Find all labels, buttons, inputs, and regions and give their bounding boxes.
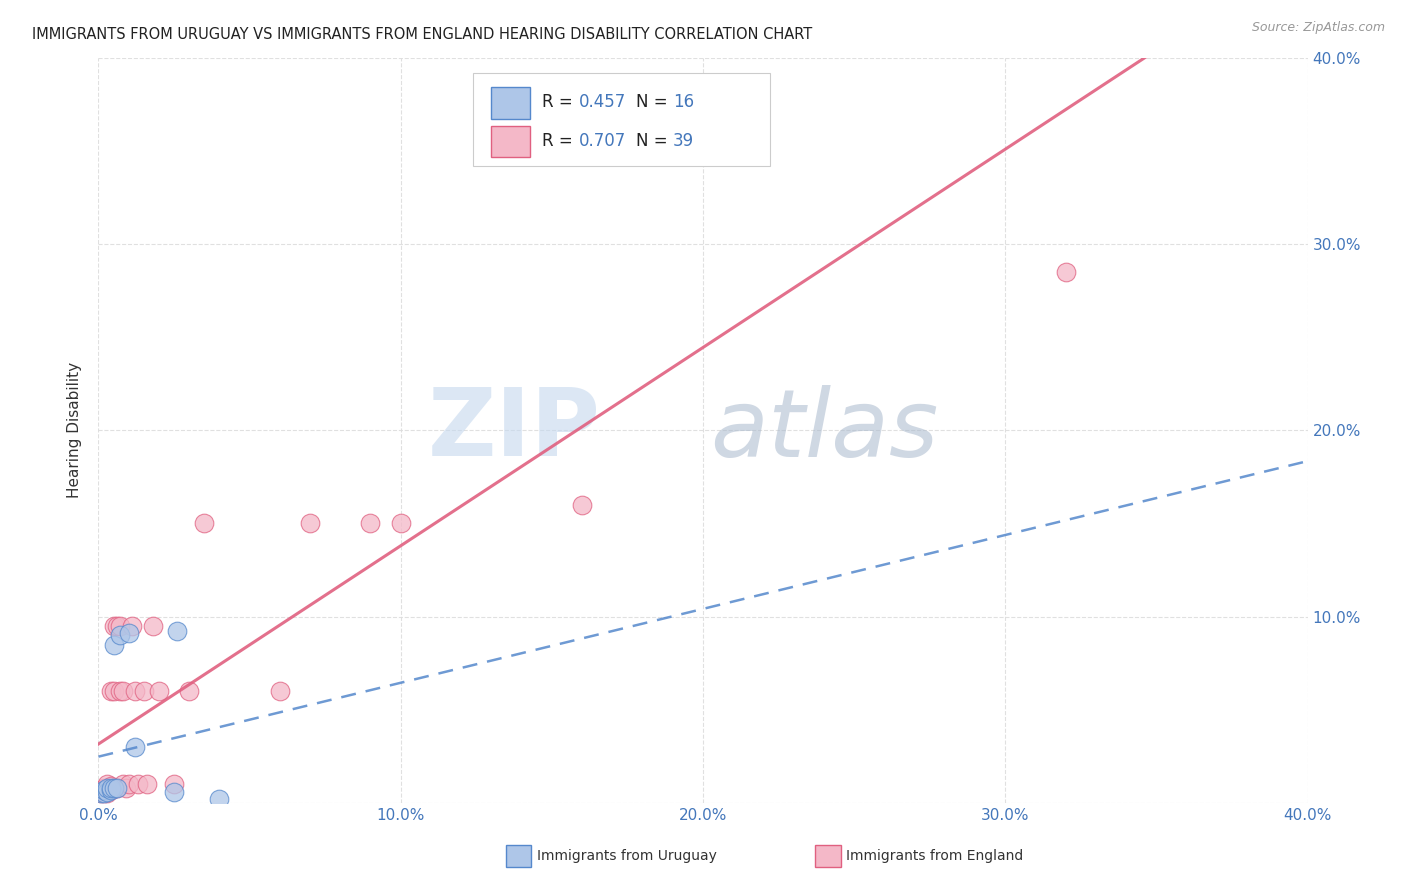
Point [108,619,131,633]
Point [96,782,118,797]
Point [193,516,215,531]
Text: 39: 39 [672,132,695,150]
Point [127,777,149,791]
Point [148,684,170,698]
Point [100,684,122,698]
Point [90,782,112,797]
Point [90,787,112,801]
Point [299,516,322,531]
Text: N =: N = [637,132,673,150]
Point [124,684,146,698]
Point [124,739,146,754]
Text: 16: 16 [672,94,695,112]
Point [103,684,125,698]
Point [90,787,112,801]
Text: IMMIGRANTS FROM URUGUAY VS IMMIGRANTS FROM ENGLAND HEARING DISABILITY CORRELATIO: IMMIGRANTS FROM URUGUAY VS IMMIGRANTS FR… [32,27,813,42]
Point [93,787,115,801]
Point [179,684,201,698]
Point [96,777,118,791]
Point [93,780,115,795]
Text: R =: R = [543,132,578,150]
Point [269,684,291,698]
Point [118,777,141,791]
Text: 0.457: 0.457 [578,94,626,112]
Point [121,619,143,633]
Point [103,638,125,652]
Point [105,780,128,795]
Point [100,782,122,797]
Text: ZIP: ZIP [427,384,600,476]
Point [163,777,186,791]
Text: atlas: atlas [710,384,938,476]
Point [208,792,231,806]
Point [163,784,186,798]
Point [389,516,412,531]
Point [105,619,128,633]
Point [111,684,134,698]
Text: R =: R = [543,94,578,112]
Text: Source: ZipAtlas.com: Source: ZipAtlas.com [1251,21,1385,35]
Point [132,684,155,698]
Text: Immigrants from Uruguay: Immigrants from Uruguay [537,849,717,863]
Point [103,780,125,795]
Point [166,624,188,639]
Point [93,784,115,798]
Point [602,88,624,103]
Point [100,782,122,797]
Point [96,784,118,798]
Y-axis label: Hearing Disability: Hearing Disability [67,362,83,499]
Point [571,498,593,512]
Text: 0.707: 0.707 [578,132,626,150]
Point [105,780,128,795]
Point [96,787,118,801]
Point [103,780,125,795]
Point [360,516,382,531]
Point [108,684,131,698]
Point [103,619,125,633]
Point [100,780,122,795]
Point [96,780,118,795]
Point [118,626,141,640]
Point [135,777,157,791]
FancyBboxPatch shape [492,126,530,157]
Point [1054,265,1077,279]
Point [111,777,134,791]
Point [93,787,115,801]
Point [108,628,131,642]
Point [93,782,115,797]
FancyBboxPatch shape [474,73,769,166]
FancyBboxPatch shape [492,87,530,119]
Text: N =: N = [637,94,673,112]
Point [114,780,136,795]
Point [142,619,165,633]
Text: Immigrants from England: Immigrants from England [846,849,1024,863]
Point [100,779,122,793]
